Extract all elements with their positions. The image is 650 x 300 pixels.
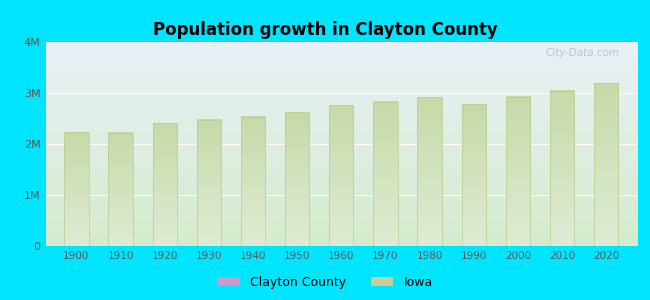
Bar [550, 91, 574, 246]
Bar [329, 105, 354, 246]
Bar [594, 83, 618, 246]
Bar [64, 132, 88, 246]
Bar [462, 104, 486, 246]
Bar [197, 120, 221, 246]
Bar [109, 133, 133, 246]
Bar [417, 98, 441, 246]
Bar [506, 97, 530, 246]
Bar [373, 102, 398, 246]
Bar [285, 112, 309, 246]
Legend: Clayton County, Iowa: Clayton County, Iowa [213, 271, 437, 294]
Bar [241, 116, 265, 246]
Text: Population growth in Clayton County: Population growth in Clayton County [153, 21, 497, 39]
Bar [153, 123, 177, 246]
Text: City-Data.com: City-Data.com [545, 48, 619, 58]
